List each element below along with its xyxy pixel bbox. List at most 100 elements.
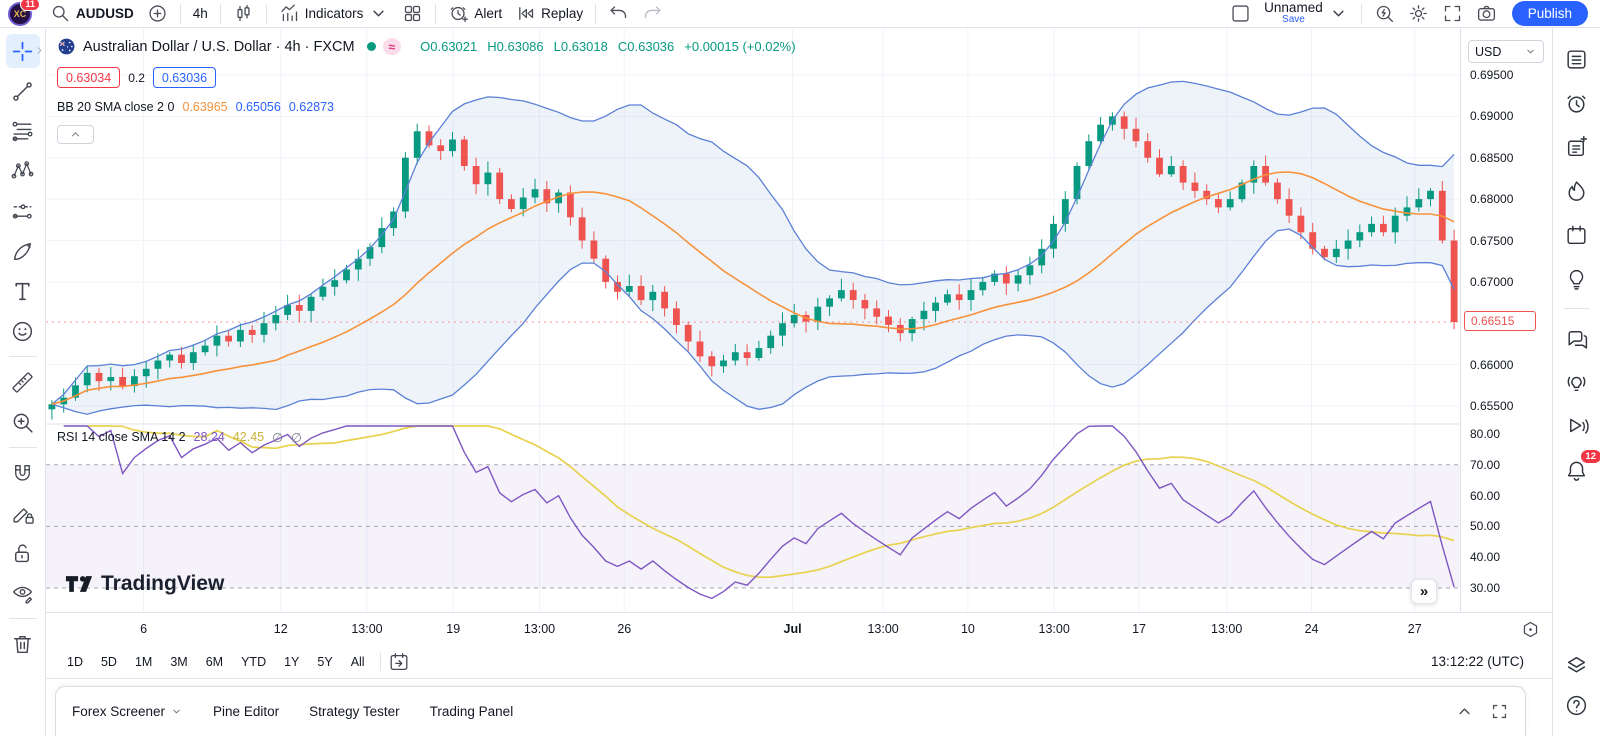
sidebar-live-streams-button[interactable] — [1560, 411, 1594, 441]
long-short-position-icon — [10, 199, 35, 224]
bottom-panel-bar: Forex Screener Pine Editor Strategy Tester… — [55, 686, 1526, 736]
range-1m-button[interactable]: 1M — [127, 651, 160, 673]
tool-long-short-position-button[interactable] — [6, 194, 40, 228]
tool-remove-drawings-button[interactable] — [6, 627, 40, 661]
sidebar-object-tree-layers-button[interactable] — [1560, 650, 1594, 680]
topbar-chart-style-button[interactable] — [227, 1, 260, 26]
delayed-data-badge: ≈ — [382, 38, 402, 55]
topbar-layout-select-button[interactable] — [1224, 1, 1257, 26]
topbar-snapshot-button[interactable] — [1470, 1, 1503, 26]
app-logo[interactable]: XC 11 — [8, 0, 40, 26]
layout-square-icon — [1230, 3, 1251, 24]
tool-hide-drawings-button[interactable] — [6, 576, 40, 610]
maximize-panel-icon[interactable] — [1490, 702, 1509, 721]
topbar-settings-button[interactable] — [1402, 1, 1435, 26]
time-axis-settings-icon[interactable] — [1520, 619, 1541, 640]
panel-tab-pine-editor[interactable]: Pine Editor — [213, 704, 279, 719]
time-tick: 13:00 — [351, 622, 383, 636]
tool-drawing-lock-button[interactable] — [6, 496, 40, 530]
sidebar-minds-broadcast-button[interactable] — [1560, 367, 1594, 397]
sidebar-chat-button[interactable] — [1560, 323, 1594, 353]
topbar-publish-button[interactable]: Publish — [1511, 1, 1588, 26]
change-value: +0.00015 (+0.02%) — [684, 39, 796, 54]
topbar-replay-button[interactable]: Replay — [509, 1, 589, 26]
range-1y-button[interactable]: 1Y — [276, 651, 307, 673]
sidebar-notifications-bell-button[interactable]: 12 — [1560, 450, 1600, 485]
tool-magnet-button[interactable] — [6, 456, 40, 490]
tool-brush-button[interactable] — [6, 234, 40, 268]
time-axis[interactable]: 6 12 13:00 19 13:00 26 Jul 13:00 10 13:00 17 13:00 2… — [46, 612, 1552, 645]
sidebar-watchlist-button[interactable] — [1560, 44, 1594, 74]
panel-tab-strategy-tester[interactable]: Strategy Tester — [309, 704, 400, 719]
range-5d-button[interactable]: 5D — [93, 651, 125, 673]
topbar-save-button[interactable]: Unnamed Save — [1258, 0, 1355, 28]
topbar-symbol-search-button[interactable]: AUDUSD — [44, 1, 140, 26]
clock-utc[interactable]: 13:12:22 (UTC) — [1430, 654, 1524, 669]
tool-crosshair-button[interactable] — [5, 34, 40, 68]
bb-indicator-legend[interactable]: BB 20 SMA close 2 0 0.63965 0.65056 0.62… — [57, 100, 334, 114]
tool-gann-fib-lines-button[interactable] — [6, 114, 40, 148]
sidebar-economic-calendar-button[interactable] — [1560, 220, 1594, 250]
sidebar-news-notes-button[interactable] — [1560, 132, 1594, 162]
chevron-up-icon[interactable] — [1455, 702, 1474, 721]
tool-xabcd-pattern-button[interactable] — [6, 154, 40, 188]
panel-tab-trading-panel[interactable]: Trading Panel — [430, 704, 514, 719]
ohlc-o-value: O0.63021 — [420, 39, 478, 54]
topbar-interval-button[interactable]: 4h — [187, 4, 214, 23]
topbar-alert-button[interactable]: Alert — [442, 1, 508, 26]
sidebar-ideas-bulb-button[interactable] — [1560, 264, 1594, 294]
topbar-redo-button[interactable] — [636, 1, 669, 26]
ohlc-c-value: C0.63036 — [617, 39, 675, 54]
topbar-alert-label: Alert — [474, 6, 503, 21]
indicators-icon — [279, 3, 300, 24]
topbar-undo-button[interactable] — [602, 1, 635, 26]
ask-price-button[interactable]: 0.63036 — [152, 67, 217, 88]
topbar-replay-label: Replay — [541, 6, 584, 21]
price-tick: 0.69000 — [1470, 109, 1514, 124]
go-to-date-icon[interactable] — [388, 651, 410, 673]
topbar-fullscreen-button[interactable] — [1436, 1, 1469, 26]
toolbar-expand-icon[interactable] — [34, 43, 45, 58]
scroll-to-realtime-button[interactable]: » — [1411, 579, 1437, 604]
range-6m-button[interactable]: 6M — [198, 651, 231, 673]
sidebar-help-button[interactable] — [1560, 690, 1594, 720]
price-axis[interactable]: USD 0.66515 0.69500 0.69000 0.68500 0.68000… — [1460, 28, 1552, 612]
tool-trend-line-button[interactable] — [6, 74, 40, 108]
bb-upper-value: 0.65056 — [235, 100, 281, 114]
range-5y-button[interactable]: 5Y — [309, 651, 340, 673]
date-range-buttons: 1D 5D 1M 3M 6M YTD 1Y 5Y All — [59, 651, 373, 673]
chart-plot[interactable] — [46, 28, 1460, 612]
symbol-legend[interactable]: Australian Dollar / U.S. Dollar · 4h · F… — [57, 37, 796, 56]
chevron-up-icon — [69, 128, 82, 141]
tool-emoji-button[interactable] — [6, 314, 40, 348]
toolbar-divider — [595, 3, 597, 24]
hotlists-flame-icon — [1564, 179, 1589, 204]
sidebar-hotlists-flame-button[interactable] — [1560, 176, 1594, 206]
bottom-range-toolbar: 1D 5D 1M 3M 6M YTD 1Y 5Y All 13:12:22 (UTC) — [46, 645, 1552, 679]
rsi-indicator-legend[interactable]: RSI 14 close SMA 14 2 28.24 42.45 ∅ ∅ — [57, 430, 302, 445]
toolbar-left-group: AUDUSD 4h Indicators Alert Replay — [44, 1, 669, 26]
range-ytd-button[interactable]: YTD — [233, 651, 274, 673]
range-3m-button[interactable]: 3M — [162, 651, 195, 673]
legend-collapse-button[interactable] — [57, 125, 94, 144]
toolbar-divider — [179, 3, 181, 24]
sidebar-alerts-button[interactable] — [1560, 88, 1594, 118]
tool-zoom-in-button[interactable] — [6, 405, 40, 439]
topbar-compare-add-button[interactable] — [141, 1, 174, 26]
panel-tab-forex-screener[interactable]: Forex Screener — [72, 704, 183, 719]
topbar-quick-search-button[interactable] — [1368, 1, 1401, 26]
tool-text-tool-button[interactable] — [6, 274, 40, 308]
price-axis-currency-dropdown[interactable]: USD — [1468, 40, 1544, 63]
range-all-button[interactable]: All — [343, 651, 373, 673]
right-sidebar: 12 — [1552, 28, 1600, 736]
chat-icon — [1564, 326, 1589, 351]
topbar-indicator-templates-button[interactable] — [396, 1, 429, 26]
tool-measure-ruler-button[interactable] — [6, 365, 40, 399]
alerts-icon — [1564, 91, 1589, 116]
ideas-bulb-icon — [1564, 267, 1589, 292]
tool-lock-open-button[interactable] — [6, 536, 40, 570]
range-1d-button[interactable]: 1D — [59, 651, 91, 673]
topbar-indicators-button[interactable]: Indicators — [273, 1, 396, 26]
bid-price-button[interactable]: 0.63034 — [57, 67, 121, 88]
search-icon — [50, 3, 71, 24]
